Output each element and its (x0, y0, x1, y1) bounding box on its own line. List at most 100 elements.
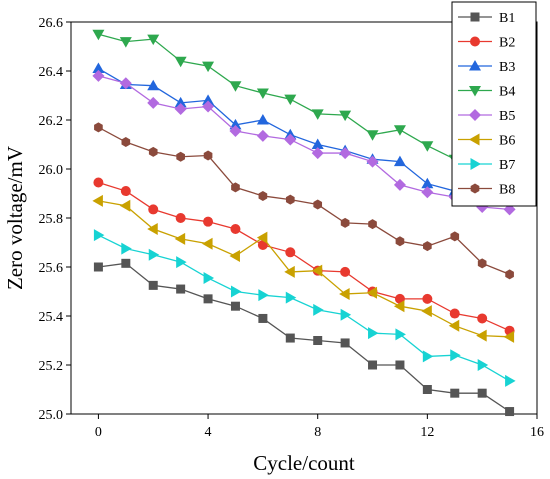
axes: 0 4 8 12 16 25.0 25.2 25.4 25.6 25.8 26.0 26.2 26.4 2… (39, 16, 545, 440)
data-point-b8 (121, 137, 131, 148)
data-point-b6 (202, 237, 213, 250)
y-tick-label: 25.2 (39, 359, 64, 374)
legend-label: B2 (499, 36, 515, 51)
y-tick-label: 26.4 (39, 65, 64, 80)
data-point-b7 (368, 327, 379, 340)
data-point-b7 (285, 291, 297, 304)
series-line-b2 (98, 181, 510, 332)
data-point-b3 (256, 114, 269, 125)
data-point-b2 (285, 247, 296, 258)
legend: B1 B2 B3 B4 B5 B6 B7 B8 (451, 1, 537, 207)
data-point-b2 (230, 224, 241, 235)
data-point-b8 (231, 182, 240, 193)
legend-marker (470, 36, 480, 47)
legend-marker (470, 158, 481, 170)
data-point-b7 (230, 285, 242, 298)
y-tick-label: 25.6 (39, 261, 64, 276)
data-point-b6 (421, 305, 432, 318)
data-point-b8 (203, 150, 213, 161)
data-point-b7 (340, 308, 352, 321)
legend-marker (469, 133, 480, 146)
data-point-b8 (477, 258, 487, 269)
legend-item-b2: B2 (458, 36, 515, 51)
data-point-b4 (92, 29, 105, 41)
data-point-b4 (119, 37, 132, 48)
data-point-b5 (119, 77, 132, 90)
data-point-b4 (174, 56, 187, 68)
y-axis-title: Zero voltage/mV (3, 146, 27, 290)
data-point-b4 (256, 88, 269, 100)
data-point-b2 (340, 266, 351, 277)
data-point-b8 (395, 236, 405, 247)
data-point-b3 (311, 138, 324, 149)
data-point-b8 (505, 269, 514, 280)
data-point-b2 (422, 293, 433, 304)
data-point-b4 (202, 61, 215, 73)
data-point-b3 (202, 94, 215, 105)
data-point-b5 (229, 125, 242, 138)
data-point-b2 (449, 308, 460, 319)
data-point-b1 (340, 338, 350, 348)
data-point-b3 (147, 79, 160, 91)
data-point-b3 (393, 155, 406, 167)
data-point-b1 (230, 301, 240, 311)
data-point-b8 (94, 122, 103, 133)
legend-marker (469, 86, 481, 97)
legend-label: B8 (499, 183, 515, 198)
data-point-b7 (148, 248, 160, 261)
data-point-b2 (477, 313, 488, 324)
series-b5 (92, 69, 516, 216)
data-point-b7 (313, 303, 324, 316)
data-point-b7 (450, 349, 461, 362)
legend-item-b4: B4 (458, 85, 515, 100)
data-point-b6 (92, 194, 103, 207)
data-point-b1 (285, 333, 295, 343)
data-point-b6 (393, 300, 405, 313)
x-tick-label: 8 (314, 425, 321, 440)
data-point-b7 (422, 350, 434, 363)
series-line-b6 (98, 200, 510, 338)
data-point-b1 (368, 360, 378, 370)
legend-marker (470, 12, 480, 22)
data-point-b1 (505, 407, 515, 417)
data-point-b4 (311, 109, 324, 120)
data-point-b1 (258, 313, 268, 323)
data-point-b3 (229, 118, 242, 130)
legend-item-b6: B6 (458, 133, 515, 149)
x-tick-label: 4 (205, 425, 212, 440)
data-point-b1 (422, 385, 432, 394)
data-point-b8 (340, 217, 350, 228)
x-tick-label: 0 (95, 425, 102, 440)
legend-item-b1: B1 (458, 11, 515, 26)
data-point-b5 (92, 69, 105, 82)
series-b7 (93, 229, 516, 387)
legend-marker (469, 109, 481, 121)
data-point-b6 (311, 264, 323, 277)
y-tick-label: 26.6 (39, 16, 64, 31)
data-point-b3 (421, 177, 434, 189)
data-point-b8 (176, 151, 185, 162)
legend-label: B6 (499, 134, 515, 149)
data-point-b5 (174, 102, 187, 115)
legend-label: B1 (499, 11, 515, 26)
data-point-b7 (395, 328, 406, 341)
data-point-b4 (393, 125, 406, 136)
data-point-b5 (339, 147, 352, 160)
data-point-b3 (174, 96, 187, 108)
data-point-b8 (450, 231, 460, 242)
x-tick-label: 16 (530, 425, 544, 440)
data-point-b5 (256, 129, 269, 142)
data-point-b7 (176, 256, 187, 269)
data-point-b1 (121, 258, 131, 268)
series-line-b8 (98, 126, 510, 275)
data-point-b6 (339, 287, 350, 300)
legend-marker (470, 183, 480, 194)
data-point-b6 (448, 319, 460, 332)
data-point-b7 (93, 229, 105, 242)
data-point-b5 (366, 155, 379, 168)
data-point-b5 (202, 100, 215, 113)
data-point-b1 (203, 294, 213, 304)
data-point-b2 (175, 213, 186, 223)
y-tick-label: 26.2 (39, 114, 64, 129)
series-line-b7 (98, 234, 510, 382)
